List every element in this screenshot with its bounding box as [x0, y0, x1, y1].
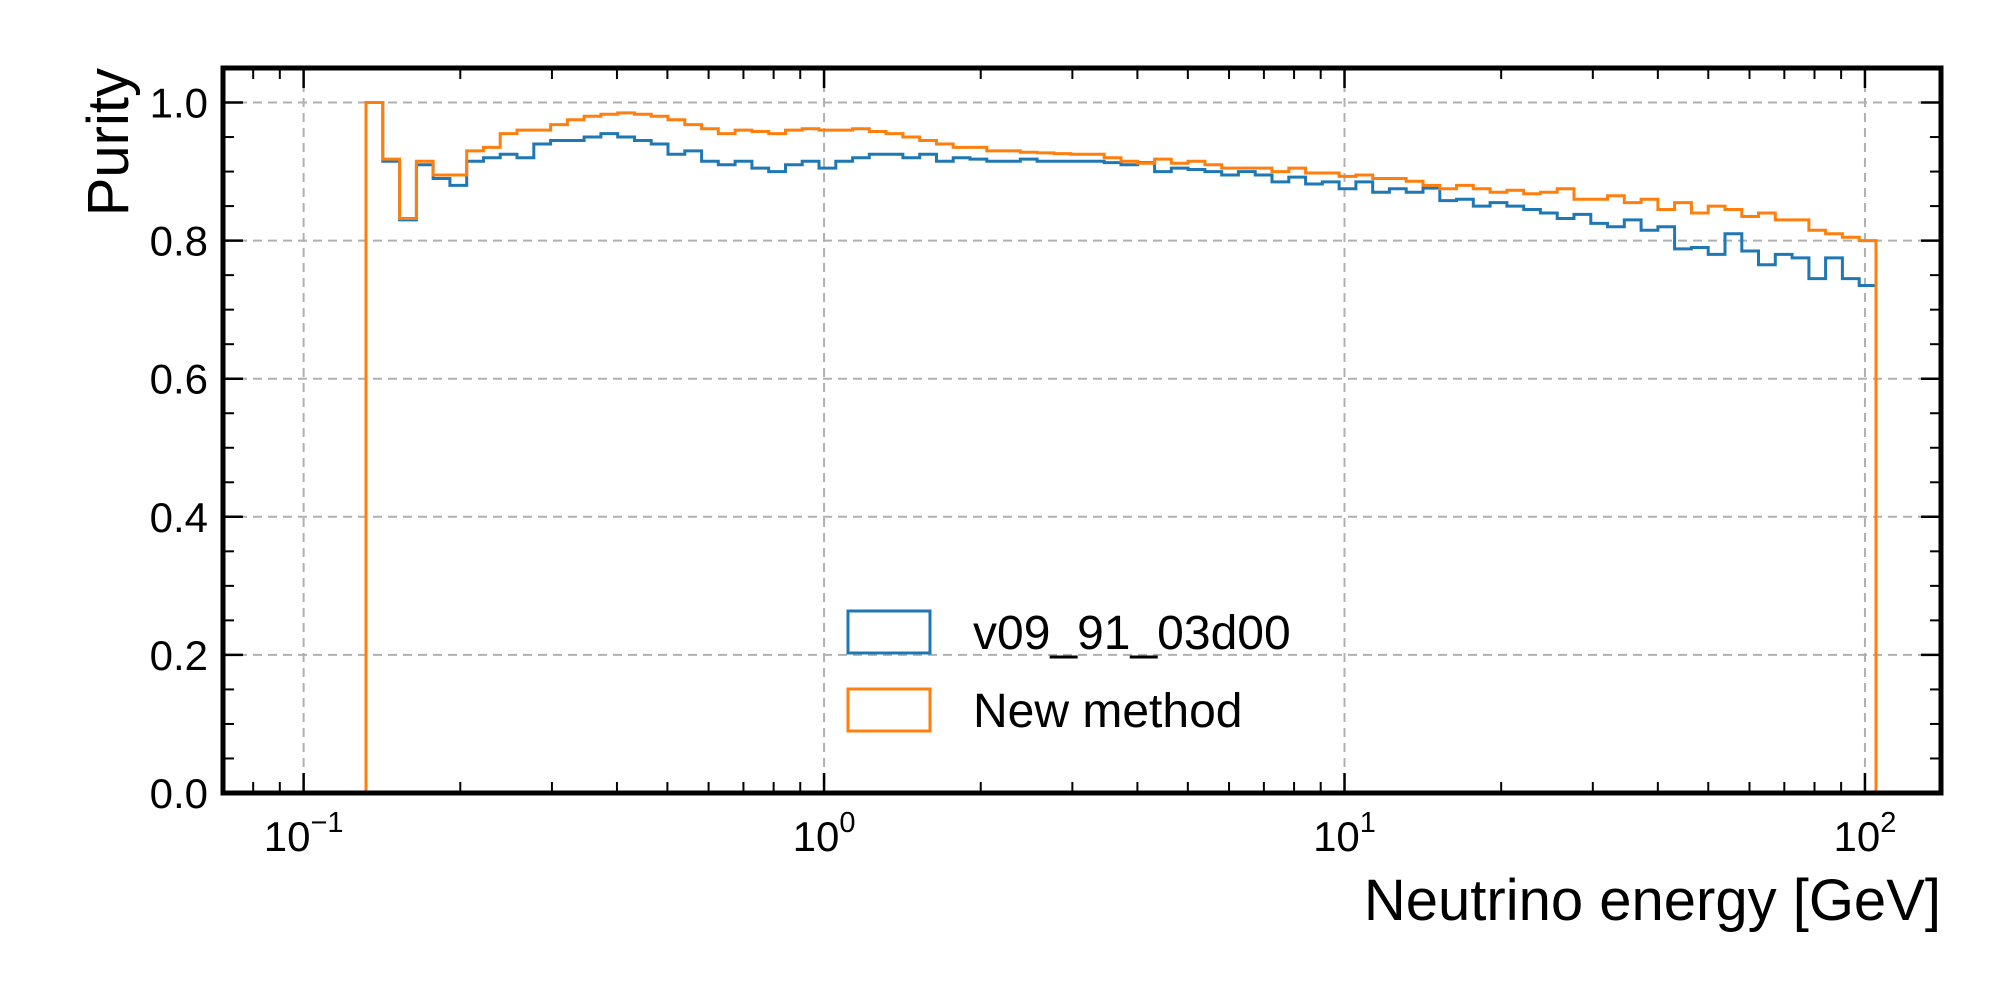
y-tick-label: 0.4	[150, 494, 208, 541]
y-tick-label: 0.6	[150, 356, 208, 403]
y-tick-label: 0.0	[150, 770, 208, 817]
legend-label-series-1: v09_91_03d00	[973, 607, 1291, 660]
legend-swatch-series-1	[846, 609, 932, 655]
x-tick-label: 102	[1834, 807, 1897, 860]
grid	[223, 68, 1941, 793]
y-tick-label: 0.2	[150, 632, 208, 679]
x-axis-title: Neutrino energy [GeV]	[1364, 868, 1941, 933]
plot-frame	[220, 65, 1944, 796]
y-tick-label: 0.8	[150, 218, 208, 265]
series-2-step-line	[364, 101, 1878, 793]
legend-swatch-series-2	[846, 687, 932, 733]
data-series	[364, 101, 1878, 793]
y-axis-title: Purity	[76, 68, 141, 216]
legend: v09_91_03d00 New method	[846, 607, 1291, 738]
tick-labels: 0.0 0.2 0.4 0.6 0.8 1.0 10−1 100 101 102	[150, 80, 1897, 860]
x-tick-label: 10−1	[264, 807, 344, 860]
y-tick-label: 1.0	[150, 80, 208, 127]
x-tick-label: 101	[1313, 807, 1376, 860]
x-tick-label: 100	[793, 807, 856, 860]
legend-label-series-2: New method	[973, 685, 1242, 738]
